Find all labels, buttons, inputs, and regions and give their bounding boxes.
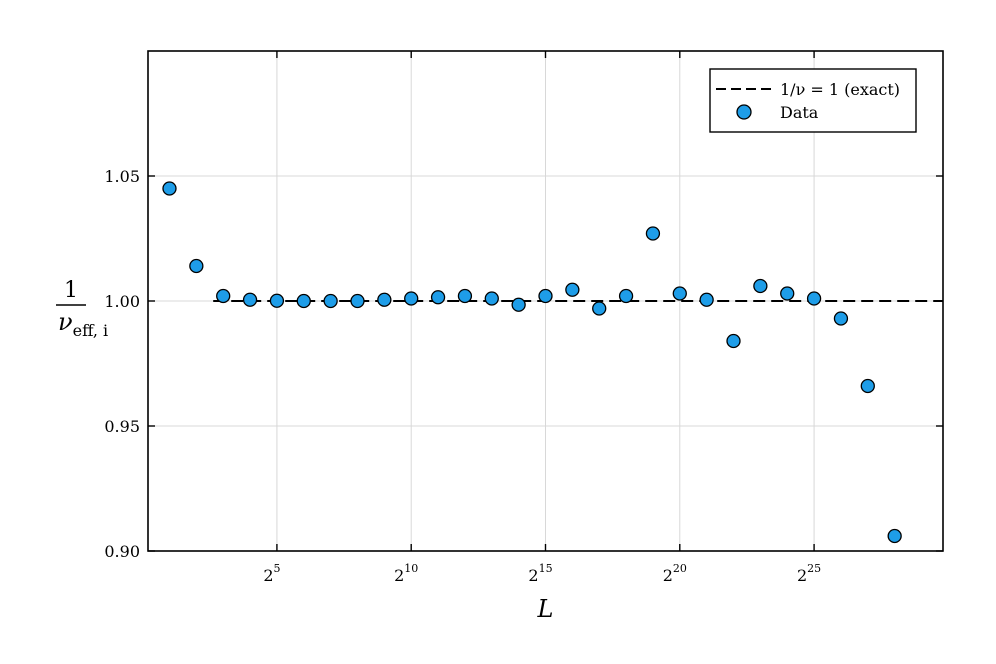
data-point-14 — [538, 288, 553, 304]
data-point-9 — [404, 291, 419, 306]
data-point-17 — [618, 288, 634, 304]
x-tick-label-3: 220 — [663, 562, 687, 585]
x-tick-label-4: 225 — [797, 562, 821, 585]
data-point-20 — [699, 292, 714, 307]
data-point-21 — [726, 333, 741, 349]
y-axis-label-numerator: 1 — [64, 278, 78, 303]
data-point-8 — [377, 292, 392, 307]
data-point-24 — [806, 291, 822, 306]
y-axis-label-denominator: νeff, i — [58, 308, 108, 340]
data-point-2 — [216, 288, 231, 304]
tick-marks — [148, 51, 943, 552]
data-point-1 — [189, 258, 204, 274]
data-point-6 — [323, 293, 338, 309]
data-point-7 — [350, 293, 365, 309]
legend-box — [709, 68, 917, 133]
legend-entry-exact: 1/ν = 1 (exact) — [780, 80, 900, 99]
data-point-5 — [296, 293, 311, 309]
y-tick-label-2: 1.00 — [104, 292, 140, 311]
y-axis-label: 1 νeff, i — [56, 278, 108, 340]
y-axis-label-subscript: eff, i — [73, 321, 109, 340]
data-point-19 — [672, 286, 687, 301]
data-point-10 — [430, 290, 446, 305]
data-point-18 — [645, 226, 661, 241]
y-tick-label-3: 1.05 — [104, 167, 140, 186]
data-point-12 — [484, 291, 499, 306]
y-tick-label-0: 0.90 — [104, 542, 140, 561]
x-tick-labels: 25 210 215 220 225 — [263, 562, 821, 585]
y-tick-label-1: 0.95 — [104, 417, 140, 436]
data-point-11 — [457, 288, 473, 304]
x-tick-label-2: 215 — [528, 562, 552, 585]
data-point-27 — [887, 528, 902, 544]
legend: 1/ν = 1 (exact) Data — [709, 68, 917, 133]
data-point-25 — [833, 311, 849, 326]
legend-entry-data: Data — [780, 103, 819, 122]
data-point-0 — [162, 181, 177, 196]
data-point-26 — [860, 378, 875, 394]
legend-marker-data — [736, 104, 752, 120]
data-point-23 — [780, 286, 795, 301]
data-point-15 — [565, 282, 580, 297]
data-point-16 — [592, 301, 607, 316]
data-points — [162, 181, 902, 544]
y-axis-label-nu: ν — [58, 308, 73, 336]
x-tick-label-0: 25 — [263, 562, 280, 585]
data-point-3 — [242, 292, 258, 307]
data-point-13 — [511, 297, 526, 312]
data-point-4 — [269, 293, 285, 308]
y-tick-labels: 0.90 0.95 1.00 1.05 — [104, 167, 140, 561]
x-axis-label: L — [537, 595, 554, 623]
data-point-22 — [753, 278, 768, 294]
x-tick-label-1: 210 — [394, 562, 418, 585]
